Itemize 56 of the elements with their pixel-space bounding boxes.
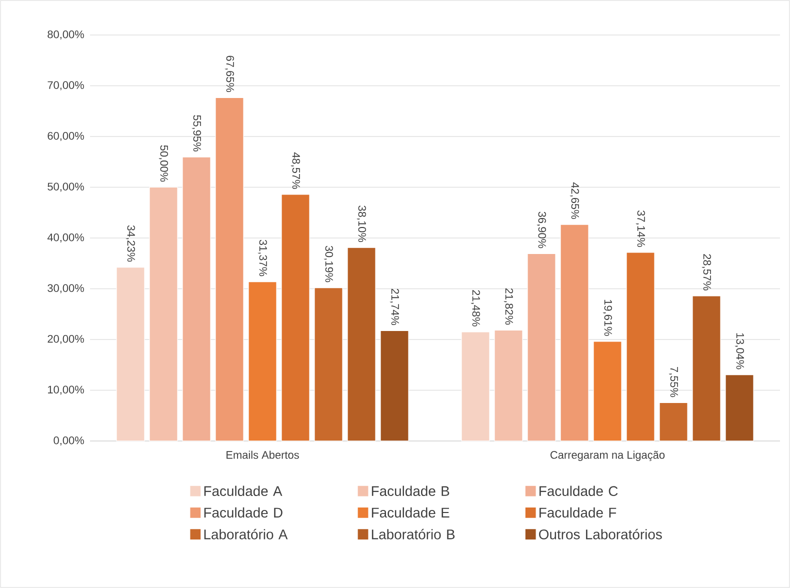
data-label: 31,37%	[258, 240, 268, 276]
bar	[281, 194, 310, 442]
data-label: 48,57%	[290, 152, 300, 189]
data-label: 21,48%	[470, 290, 480, 326]
data-label: 55,95%	[192, 115, 202, 152]
legend-label: Faculdade D	[204, 507, 282, 518]
bar	[248, 281, 277, 442]
legend-label: Laboratório A	[204, 528, 288, 540]
legend-label: Faculdade E	[372, 507, 450, 518]
y-tick-label: 60,00%	[48, 132, 84, 142]
y-tick-label: 40,00%	[47, 233, 84, 243]
y-tick-label: 80,00%	[48, 30, 84, 40]
y-tick-label: 10,00%	[48, 386, 84, 395]
data-label: 21,82%	[504, 288, 514, 325]
y-tick-label: 0,00%	[54, 436, 84, 446]
bar	[182, 156, 211, 442]
bar	[149, 186, 178, 442]
bar	[215, 97, 244, 442]
bar	[461, 332, 490, 442]
y-tick-label: 20,00%	[48, 334, 84, 344]
x-tick-label: Carregaram na Ligação	[550, 450, 665, 462]
data-label: 67,65%	[224, 56, 234, 92]
y-tick-label: 70,00%	[48, 81, 84, 90]
data-label: 13,04%	[734, 333, 744, 370]
bar	[347, 247, 376, 442]
data-label: 37,14%	[636, 210, 646, 247]
data-label: 42,65%	[570, 182, 580, 219]
y-tick-label: 30,00%	[48, 284, 84, 294]
bar	[560, 224, 589, 442]
legend-label: Faculdade C	[540, 486, 618, 496]
data-label: 38,10%	[356, 206, 366, 242]
bar	[593, 341, 622, 442]
legend-label: Laboratório B	[372, 528, 455, 540]
data-label: 28,57%	[702, 254, 712, 290]
bar	[659, 402, 688, 442]
legend-label: Faculdade F	[540, 507, 616, 518]
x-tick-label: Emails Abertos	[226, 450, 299, 459]
bar	[494, 330, 523, 442]
data-label: 21,74%	[390, 288, 400, 326]
data-label: 7,55%	[669, 366, 678, 398]
bar	[626, 252, 655, 442]
data-label: 34,23%	[126, 225, 136, 262]
data-label: 30,19%	[324, 246, 334, 282]
bar	[527, 253, 556, 442]
bar	[116, 266, 145, 442]
y-tick-label: 50,00%	[48, 182, 84, 192]
bar	[314, 287, 343, 442]
data-label: 36,90%	[536, 212, 546, 248]
data-label: 50,00%	[158, 145, 168, 182]
legend-label: Faculdade B	[372, 486, 450, 496]
legend-label: Outros Laboratórios	[539, 528, 662, 540]
bar	[725, 374, 754, 442]
bar	[692, 296, 721, 442]
bar	[380, 330, 409, 442]
data-label: 19,61%	[602, 300, 612, 336]
legend-label: Faculdade A	[204, 486, 282, 496]
